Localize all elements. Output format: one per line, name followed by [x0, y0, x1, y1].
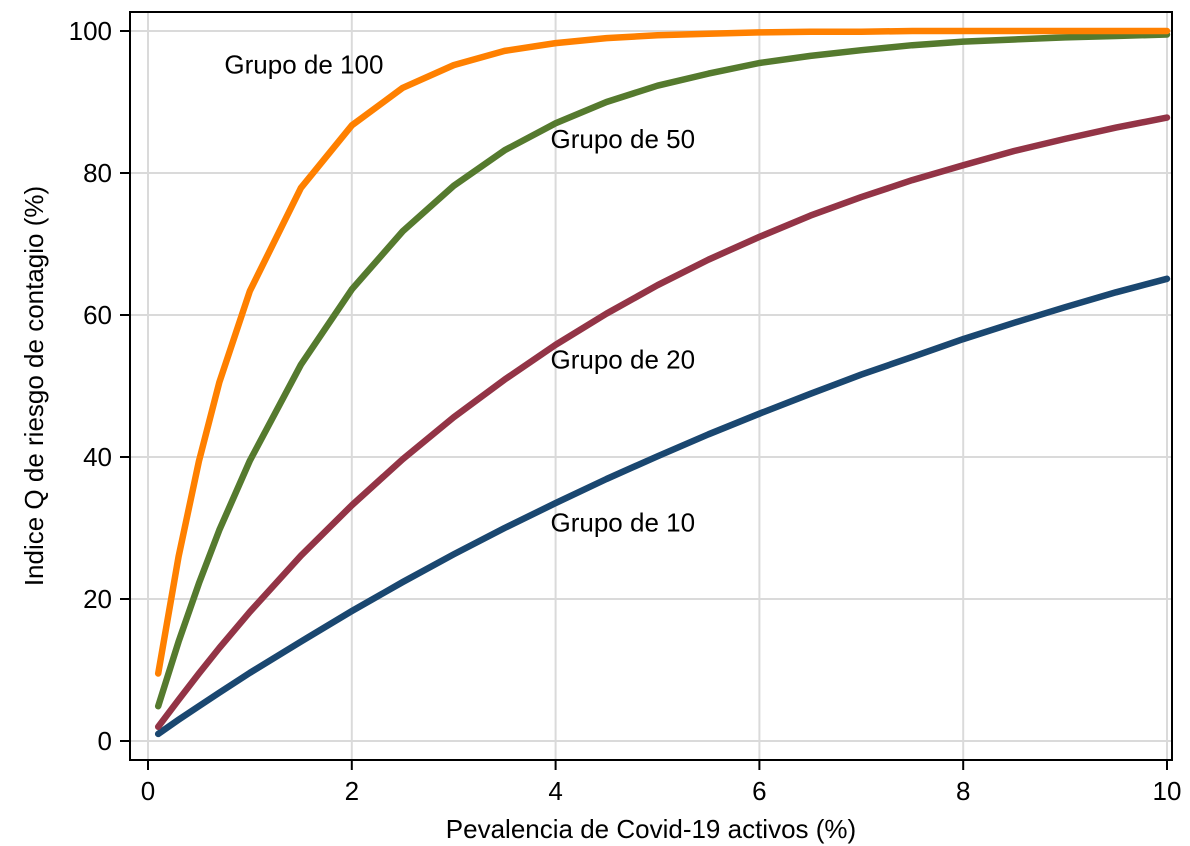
x-axis-title: Pevalencia de Covid-19 activos (%): [446, 814, 856, 844]
y-tick-label: 0: [98, 726, 112, 756]
series-label: Grupo de 100: [224, 50, 383, 80]
y-tick-label: 20: [83, 584, 112, 614]
y-tick-label: 100: [69, 16, 112, 46]
y-tick-label: 60: [83, 300, 112, 330]
series-line: [154, 275, 1171, 738]
plot-frame: [129, 11, 1173, 761]
x-tick-label: 10: [1153, 776, 1182, 806]
y-tick-label: 80: [83, 158, 112, 188]
series-labels: Grupo de 100 Grupo de 50 Grupo de 20 Grupo …: [224, 50, 695, 538]
x-tick-label: 2: [345, 776, 359, 806]
series-label: Grupo de 50: [551, 124, 696, 154]
x-tick-label: 0: [141, 776, 155, 806]
series-lines: [154, 27, 1171, 738]
x-tick-label: 4: [548, 776, 562, 806]
series-line: [154, 31, 1171, 710]
x-tick-label: 6: [752, 776, 766, 806]
series-line: [154, 27, 1171, 677]
y-tick-label: 40: [83, 442, 112, 472]
series-label: Grupo de 10: [551, 508, 696, 538]
series-line: [154, 114, 1171, 731]
y-axis-title: Indice Q de riesgo de contagio (%): [19, 186, 49, 586]
series-label: Grupo de 20: [551, 344, 696, 374]
x-tick-label: 8: [956, 776, 970, 806]
